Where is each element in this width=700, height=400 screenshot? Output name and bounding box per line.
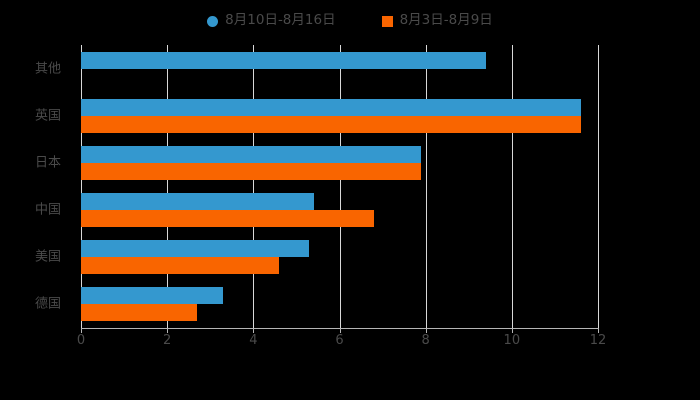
tick-mark-x-8 <box>425 328 427 333</box>
gridline-x-6 <box>339 45 341 328</box>
x-axis-label-12: 12 <box>589 333 607 348</box>
gridline-x-10 <box>511 45 513 328</box>
plot-area <box>81 45 599 333</box>
x-axis-label-8: 8 <box>421 333 430 348</box>
tick-mark-x-2 <box>167 328 169 333</box>
legend-square-marker-icon <box>381 15 393 27</box>
tick-mark-x-6 <box>339 328 341 333</box>
tick-mark-x-4 <box>253 328 255 333</box>
bar-5-series-0[interactable] <box>81 287 224 305</box>
tick-mark-x-10 <box>511 328 513 333</box>
gridline-x-12 <box>598 45 599 328</box>
bar-5-series-1[interactable] <box>81 304 198 322</box>
y-axis-labels: 其他英国日本中国美国德国 <box>0 45 71 328</box>
gridline-x-4 <box>253 45 255 328</box>
x-axis-label-0: 0 <box>76 333 86 348</box>
y-axis-label-0: 其他 <box>34 61 61 77</box>
gridline-x-0 <box>81 45 82 328</box>
y-axis-label-2: 日本 <box>34 155 61 171</box>
bar-3-series-1[interactable] <box>81 210 374 228</box>
gridline-x-8 <box>425 45 427 328</box>
x-axis-label-10: 10 <box>503 333 521 348</box>
bar-2-series-1[interactable] <box>81 162 422 180</box>
bar-1-series-0[interactable] <box>81 98 581 116</box>
x-axis-label-4: 4 <box>249 333 258 348</box>
bar-4-series-0[interactable] <box>81 240 310 258</box>
x-axis-line <box>81 328 598 329</box>
y-axis-label-1: 英国 <box>34 108 61 124</box>
legend-item-series-0[interactable]: 8月10日-8月16日 <box>207 12 336 29</box>
y-axis-label-3: 中国 <box>34 202 61 218</box>
x-axis-tick-labels: 0 2 4 6 8 10 12 <box>0 334 700 354</box>
gridline-x-2 <box>167 45 169 328</box>
legend-circle-marker-icon <box>207 15 219 27</box>
legend-label-series-0: 8月10日-8月16日 <box>225 12 336 29</box>
x-axis-label-2: 2 <box>163 333 172 348</box>
legend-item-series-1[interactable]: 8月3日-8月9日 <box>381 12 493 29</box>
bar-4-series-1[interactable] <box>81 257 280 275</box>
bar-1-series-1[interactable] <box>81 115 581 133</box>
tick-mark-x-0 <box>81 328 82 333</box>
bar-3-series-0[interactable] <box>81 193 314 211</box>
chart-legend: 8月10日-8月16日 8月3日-8月9日 <box>0 8 700 34</box>
y-axis-label-4: 美国 <box>34 249 61 265</box>
tick-mark-x-12 <box>598 328 599 333</box>
legend-label-series-1: 8月3日-8月9日 <box>399 12 493 29</box>
bar-0-series-0[interactable] <box>81 51 486 69</box>
x-axis-label-6: 6 <box>335 333 344 348</box>
y-axis-label-5: 德国 <box>34 296 61 312</box>
bar-2-series-0[interactable] <box>81 145 422 163</box>
